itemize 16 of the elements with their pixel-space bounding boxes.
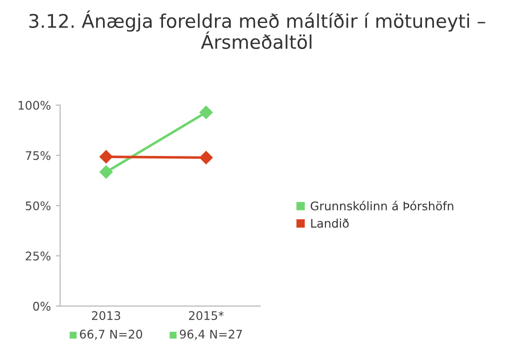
point xyxy=(100,150,113,164)
point xyxy=(200,106,213,119)
y-tick-label: 100% xyxy=(18,100,50,110)
x-tick-label: 2013 xyxy=(92,311,120,320)
legend-label: Landið xyxy=(311,218,349,228)
y-tick-label: 25% xyxy=(26,252,50,260)
point xyxy=(100,165,113,179)
data-label: 96,4 N=27 xyxy=(180,330,242,340)
chart-title: 3.12. Ánægja foreldra með máltíðir í mötuneyti – Ársmeðaltöl xyxy=(29,10,486,50)
y-tick-label: 0% xyxy=(33,302,50,311)
x-tick-label: 2015* xyxy=(188,311,224,320)
data-label: 66,7 N=20 xyxy=(80,330,142,340)
point xyxy=(200,150,213,164)
y-tick-label: 50% xyxy=(26,201,50,210)
y-tick-label: 75% xyxy=(26,151,50,160)
legend-label: Grunnskólinn á Þórshöfn xyxy=(310,200,454,210)
